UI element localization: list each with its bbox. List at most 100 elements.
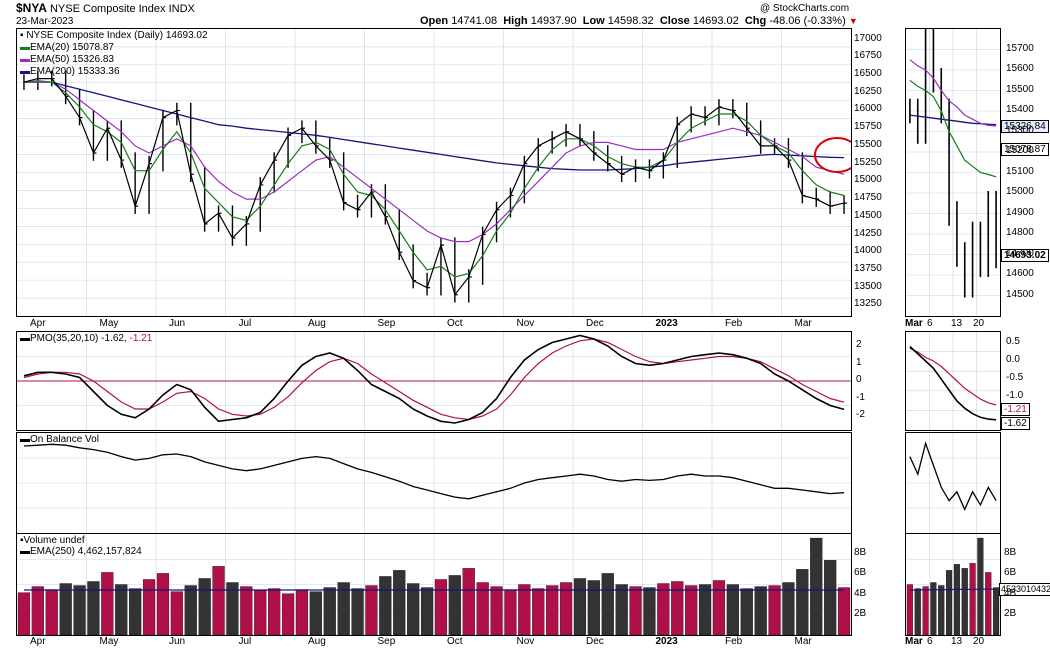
zoom-volume-bar [906,584,913,635]
volume-bar [490,586,503,635]
zoom-x-axis-label-top: 6 [927,318,933,329]
x-axis-label-bottom: Feb [725,636,743,647]
zoom-volume-chart [906,534,1000,635]
volume-bar [295,589,309,635]
volume-bar [142,579,156,635]
volume-bar [698,584,712,635]
price-tick-label: 15250 [854,156,882,168]
x-axis-label-top: Aug [308,318,326,329]
volume-bar [309,591,322,635]
pmo-tick-label: 0 [856,374,862,385]
obv-line [23,443,845,500]
zoom-volume-ema-line [909,588,997,591]
down-triangle-icon: ▼ [848,16,858,26]
volume-bar [87,581,100,635]
volume-bar [434,579,448,635]
low-label: Low [582,15,605,27]
volume-bar [198,578,211,635]
volume-bar [101,572,114,635]
ema200-line [24,81,845,171]
legend-volume: ▪Volume undef [20,535,85,546]
x-axis-label-bottom: Sep [377,636,396,647]
price-chart [17,29,851,316]
zoom-price-chart [906,29,1000,316]
zoom-ema50-line [909,59,997,127]
zoom-volume-tick-label: 4B [1004,587,1017,599]
zoom-price-tick-label: 14600 [1006,268,1034,279]
volume-bar [810,537,823,635]
price-tick-label: 16250 [854,85,882,97]
open-label: Open [420,15,449,27]
volume-bar [337,582,350,635]
x-axis-label-top: Apr [30,318,46,329]
zoom-pmo-tag: -1.62 [1001,417,1030,430]
volume-bar [254,590,267,635]
volume-bar [45,589,58,635]
pmo-signal-line [23,338,845,421]
legend-series: ▪ NYSE Composite Index (Daily) 14693.02 [20,30,208,41]
zoom-close-tag: 14693.02 [1001,249,1049,262]
x-axis-label-bottom: Oct [447,636,463,647]
volume-bar [129,588,142,635]
volume-bar [685,585,698,635]
volume-bar [73,585,86,635]
volume-pane: ▪Volume undef ▬EMA(250) 4,462,157,824 [16,533,852,636]
pmo-tick-label: -2 [856,409,865,420]
volume-bar [212,566,225,635]
volume-bar [407,583,420,635]
volume-bar [546,585,559,635]
volume-bar [740,588,753,635]
zoom-price-tick-label: 14900 [1006,206,1034,218]
zoom-pmo-line [909,345,997,421]
volume-bar [379,576,392,635]
zoom-volume-tick-label: 6B [1004,567,1017,579]
volume-bar [754,586,767,635]
chart-header: $NYA NYSE Composite Index INDX [16,2,195,16]
price-tick-label: 15750 [854,121,882,133]
x-axis-label-top: Sep [377,318,396,329]
volume-bar [837,587,851,635]
zoom-x-axis-label-top: Mar [905,318,923,329]
x-axis-label-bottom: Nov [516,636,535,647]
volume-bar [462,568,475,635]
zoom-volume-bar [930,582,937,635]
pmo-tick-label: 1 [856,356,862,368]
brand-watermark: @ StockCharts.com [760,3,850,14]
volume-bar [59,583,72,635]
price-tick-label: 14000 [854,245,882,257]
low-value: 14598.32 [607,15,654,27]
volume-bar [268,588,281,635]
zoom-pmo-signal-line [909,347,997,406]
pmo-line [23,334,845,424]
price-tick-label: 14250 [854,227,882,239]
volume-bar [643,587,656,635]
zoom-ema50-tag: 15326.84 [1001,120,1049,133]
obv-chart [17,433,851,533]
zoom-volume-bar [914,588,921,635]
x-axis-label-top: May [99,318,119,329]
legend-ema200: ▬EMA(200) 15333.36 [20,66,120,77]
zoom-volume-bar [922,586,929,635]
ohlc-bar: Open 14741.08 High 14937.90 Low 14598.32… [420,15,858,28]
zoom-pmo-tick-label: 0.0 [1006,354,1020,366]
x-axis-label-bottom: Dec [586,636,604,647]
legend-vol-ema: ▬EMA(250) 4,462,157,824 [20,546,142,557]
legend-obv: ▬On Balance Vol [20,434,99,445]
x-axis-label-bottom: Mar [794,636,812,647]
volume-bar [365,585,378,635]
zoom-x-axis-label-bottom: 6 [927,636,933,647]
volume-bar [115,584,128,635]
zoom-volume-bar [961,568,968,635]
volume-tick-label: 8B [854,547,867,559]
zoom-vol-ema-tag: 4533010432 [999,583,1050,596]
high-value: 14937.90 [530,15,577,27]
volume-bar [573,578,587,635]
zoom-obv-line [909,441,997,511]
x-axis-label-bottom: Apr [30,636,46,647]
symbol: $NYA [16,1,47,15]
pmo-chart [17,332,851,430]
zoom-volume-bar [969,563,976,635]
zoom-x-axis-label-top: 20 [973,318,985,329]
volume-bar [532,588,545,635]
volume-bar [768,585,781,635]
